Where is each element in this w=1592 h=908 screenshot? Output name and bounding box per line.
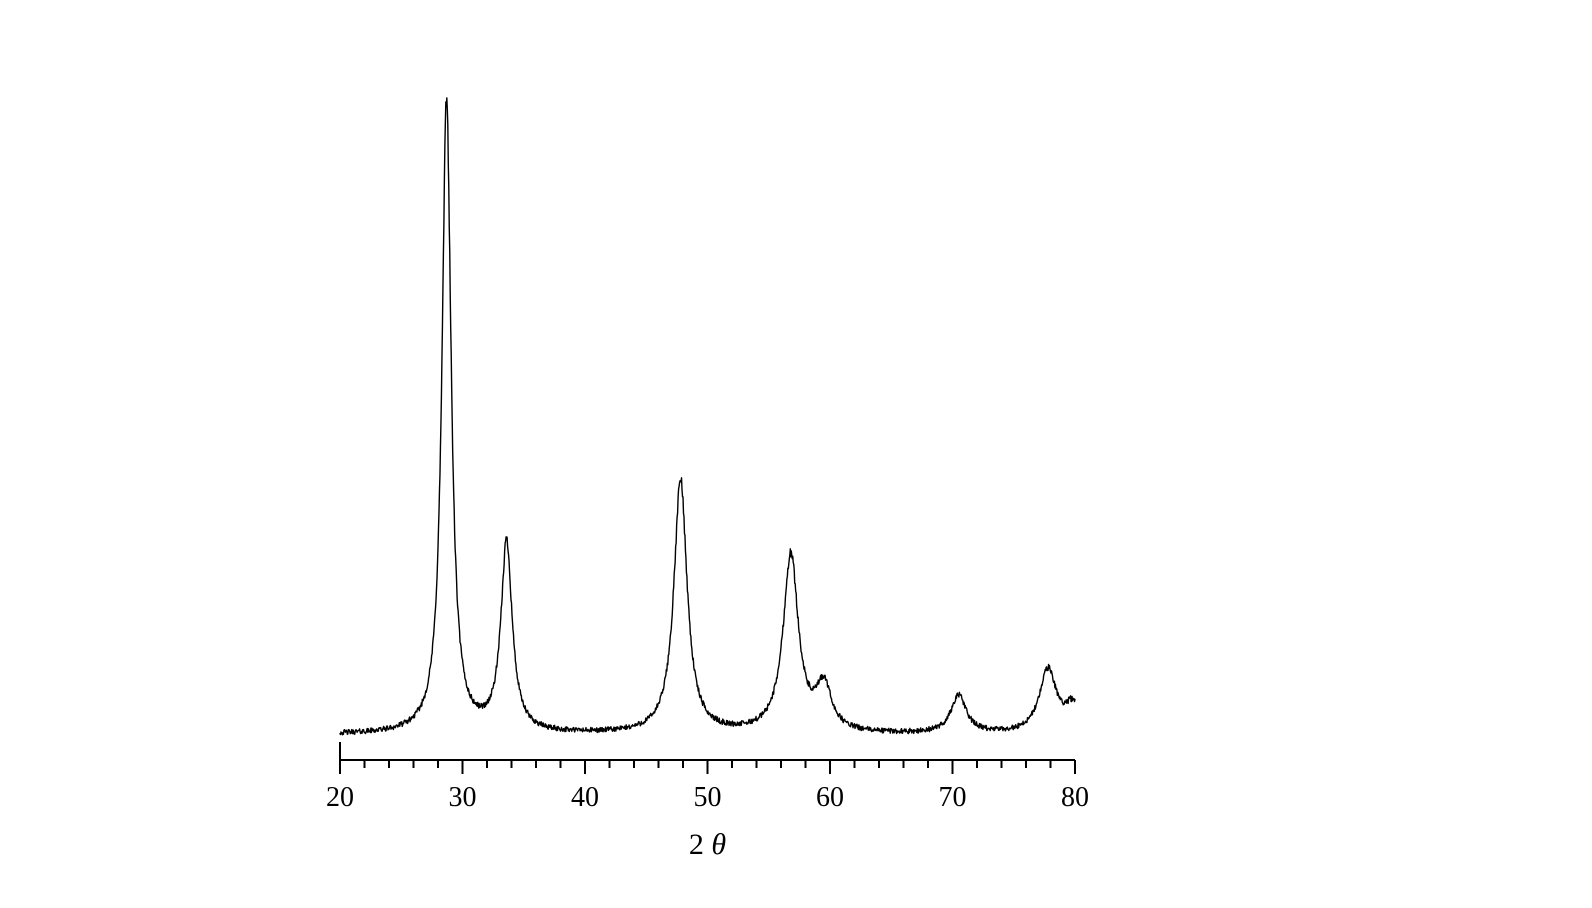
- x-tick-label: 20: [326, 782, 354, 813]
- x-tick-label: 80: [1061, 782, 1089, 813]
- chart-svg: 20 30 40 50 60 70 80 2 θ: [0, 0, 1592, 908]
- x-tick-label: 60: [816, 782, 844, 813]
- x-tick-label: 50: [694, 782, 722, 813]
- x-axis-label: 2 θ: [689, 828, 727, 861]
- x-tick-label: 70: [939, 782, 967, 813]
- x-tick-label: 30: [449, 782, 477, 813]
- x-tick-label: 40: [571, 782, 599, 813]
- xrd-chart: 20 30 40 50 60 70 80 2 θ: [0, 0, 1592, 908]
